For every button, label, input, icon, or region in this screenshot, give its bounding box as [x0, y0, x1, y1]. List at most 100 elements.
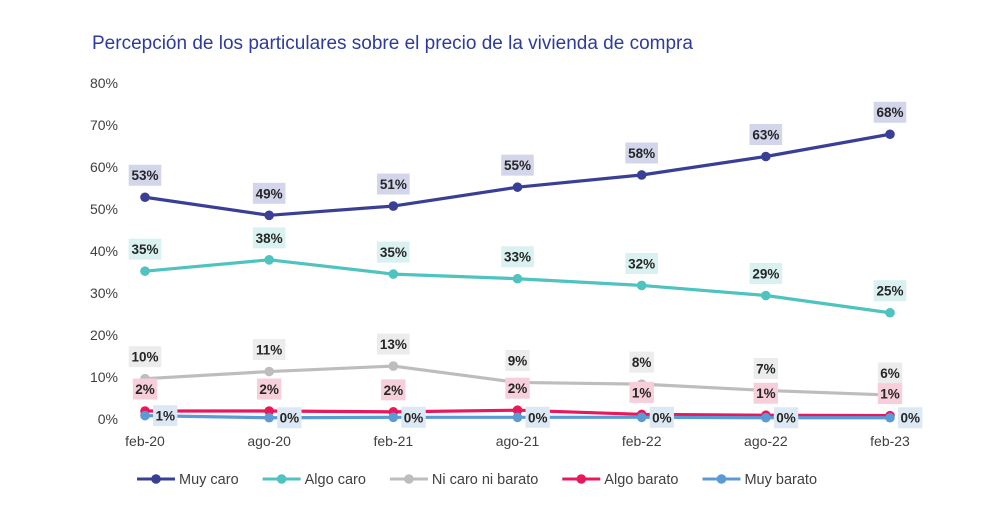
data-label-background: [377, 333, 410, 355]
data-label-background: [128, 346, 162, 368]
data-label: 7%: [753, 357, 779, 379]
legend-label: Muy barato: [744, 472, 817, 488]
data-label-background: [377, 173, 410, 195]
data-label-background: [898, 407, 923, 429]
y-tick-label: 40%: [90, 243, 118, 259]
legend-marker: [404, 474, 414, 484]
y-axis: 0% 10% 20% 30% 40% 50% 60% 70% 80%: [90, 75, 118, 427]
legend-label: Muy caro: [179, 472, 239, 488]
data-label-text: 1%: [880, 387, 900, 402]
data-label-text: 32%: [628, 256, 655, 271]
y-tick-label: 80%: [90, 75, 118, 91]
data-point: [885, 412, 895, 423]
data-label: 1%: [153, 405, 178, 427]
data-label: 35%: [377, 241, 410, 263]
data-label-text: 33%: [504, 250, 531, 265]
data-label-text: 0%: [900, 411, 920, 426]
x-tick-label: ago-21: [496, 433, 540, 449]
data-label: 13%: [377, 333, 410, 355]
legend-item: Muy caro: [137, 472, 239, 488]
data-label: 0%: [898, 407, 923, 429]
data-label-background: [153, 405, 178, 427]
data-label-text: 2%: [384, 383, 404, 398]
data-point: [512, 412, 523, 423]
data-label-text: 53%: [131, 168, 158, 183]
data-label: 29%: [749, 263, 783, 285]
data-label-background: [501, 246, 534, 268]
data-point: [140, 192, 150, 203]
data-label-background: [381, 379, 406, 401]
data-label-text: 10%: [131, 350, 158, 365]
data-label-background: [128, 238, 162, 260]
y-tick-label: 10%: [90, 369, 118, 385]
data-label: 9%: [505, 349, 530, 371]
data-label: 2%: [381, 379, 406, 401]
data-point: [140, 266, 150, 276]
data-label-background: [877, 383, 903, 405]
data-point: [512, 182, 523, 192]
data-label: 25%: [873, 280, 907, 302]
data-label: 38%: [252, 227, 286, 249]
data-point: [264, 366, 274, 377]
data-point: [388, 361, 399, 371]
data-label-text: 2%: [508, 381, 528, 396]
data-label-background: [873, 280, 907, 302]
data-point: [140, 410, 150, 421]
data-point: [512, 405, 523, 415]
data-label-background: [749, 124, 783, 145]
y-tick-label: 60%: [90, 159, 118, 175]
data-point: [388, 269, 399, 279]
data-label: 68%: [873, 101, 907, 123]
data-label: 8%: [629, 351, 654, 373]
data-label-text: 35%: [380, 245, 407, 260]
data-label-background: [649, 406, 675, 428]
data-label-background: [505, 377, 530, 399]
data-label-text: 8%: [632, 355, 652, 370]
x-tick-label: ago-22: [744, 433, 788, 449]
legend-item: Algo caro: [262, 472, 366, 488]
data-label: 0%: [401, 406, 426, 428]
x-tick-label: ago-20: [247, 433, 291, 449]
data-label: 2%: [132, 378, 158, 400]
data-point: [885, 129, 895, 140]
chart-title: Percepción de los particulares sobre el …: [92, 33, 693, 54]
data-label-text: 68%: [876, 105, 903, 120]
data-label-text: 29%: [752, 267, 779, 282]
data-label-text: 11%: [256, 343, 282, 358]
data-label-text: 1%: [756, 386, 776, 401]
data-label-text: 25%: [876, 284, 903, 299]
data-label-text: 1%: [155, 409, 175, 424]
data-label-text: 1%: [632, 385, 652, 400]
legend-marker: [151, 474, 161, 484]
data-label: 0%: [773, 407, 799, 429]
data-label-text: 58%: [628, 146, 655, 161]
data-label-background: [132, 378, 158, 400]
data-label-background: [629, 381, 654, 403]
data-point: [512, 273, 523, 284]
data-label-background: [505, 349, 530, 371]
data-label-text: 49%: [256, 186, 283, 201]
data-label-background: [128, 164, 162, 186]
legend-label: Ni caro ni barato: [432, 472, 538, 488]
data-label-background: [753, 382, 779, 404]
data-label-background: [877, 362, 903, 384]
data-label-text: 2%: [135, 382, 155, 397]
y-tick-label: 50%: [90, 201, 118, 217]
data-label: 63%: [749, 124, 783, 145]
data-point: [388, 201, 399, 211]
data-label-background: [753, 357, 779, 379]
data-label-text: 55%: [504, 158, 531, 173]
data-point: [885, 307, 895, 318]
data-label: 2%: [256, 378, 282, 400]
x-tick-label: feb-20: [125, 433, 165, 449]
data-label-background: [629, 351, 654, 373]
data-label: 33%: [501, 246, 534, 268]
data-label: 55%: [501, 154, 534, 176]
data-label-background: [377, 241, 410, 263]
data-label-background: [256, 378, 282, 400]
data-label-background: [749, 263, 783, 285]
data-label-text: 38%: [256, 231, 283, 246]
x-tick-label: feb-21: [373, 433, 413, 449]
data-label-text: 13%: [380, 337, 407, 352]
